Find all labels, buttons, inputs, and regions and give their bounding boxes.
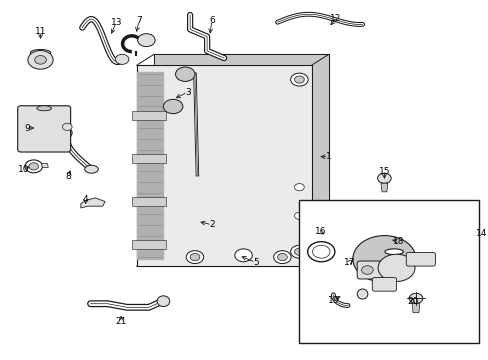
Circle shape [352, 235, 415, 282]
Polygon shape [81, 198, 105, 208]
Circle shape [186, 251, 203, 264]
Circle shape [25, 160, 42, 173]
Polygon shape [132, 197, 165, 206]
Circle shape [290, 245, 307, 258]
Text: 7: 7 [136, 16, 142, 25]
Text: 17: 17 [343, 258, 354, 267]
Circle shape [28, 50, 53, 69]
Ellipse shape [30, 49, 51, 56]
Text: 4: 4 [82, 195, 88, 204]
Bar [299, 200, 478, 343]
Text: 13: 13 [110, 18, 122, 27]
Polygon shape [380, 183, 387, 192]
Polygon shape [132, 240, 165, 249]
FancyBboxPatch shape [18, 106, 70, 152]
FancyBboxPatch shape [356, 261, 389, 279]
Text: 6: 6 [209, 16, 214, 25]
Circle shape [163, 99, 183, 114]
Polygon shape [41, 163, 48, 167]
Text: 20: 20 [406, 297, 417, 306]
Polygon shape [132, 111, 165, 120]
Text: 3: 3 [184, 87, 190, 96]
Polygon shape [137, 65, 311, 266]
Text: 5: 5 [252, 258, 258, 267]
FancyBboxPatch shape [406, 252, 434, 266]
Polygon shape [411, 303, 419, 313]
Circle shape [277, 253, 286, 261]
Circle shape [290, 73, 307, 86]
Ellipse shape [157, 296, 169, 307]
Circle shape [62, 123, 72, 130]
Text: 21: 21 [115, 317, 126, 326]
Circle shape [294, 248, 304, 255]
Text: 10: 10 [18, 165, 30, 174]
Circle shape [377, 173, 390, 183]
Circle shape [377, 254, 414, 282]
Text: 1: 1 [325, 152, 331, 161]
Circle shape [29, 163, 39, 170]
Circle shape [35, 55, 46, 64]
Text: 18: 18 [392, 237, 404, 246]
Circle shape [361, 266, 372, 274]
Text: 8: 8 [66, 172, 71, 181]
Circle shape [234, 249, 252, 262]
Circle shape [408, 293, 422, 303]
Text: 2: 2 [209, 220, 214, 229]
Polygon shape [153, 54, 328, 255]
Circle shape [294, 212, 304, 220]
Text: 12: 12 [329, 14, 341, 23]
Text: 15: 15 [378, 167, 389, 176]
Circle shape [273, 251, 290, 264]
Ellipse shape [384, 249, 403, 255]
Circle shape [138, 34, 155, 46]
FancyBboxPatch shape [371, 278, 396, 291]
Text: 9: 9 [24, 123, 30, 132]
Text: 16: 16 [314, 228, 325, 237]
Ellipse shape [84, 165, 98, 173]
Ellipse shape [356, 289, 367, 299]
Text: 14: 14 [475, 229, 486, 238]
Text: 19: 19 [327, 296, 339, 305]
Circle shape [190, 253, 200, 261]
Circle shape [294, 184, 304, 191]
Circle shape [307, 242, 334, 262]
Circle shape [294, 76, 304, 83]
Text: 11: 11 [35, 27, 46, 36]
Polygon shape [132, 154, 165, 163]
Circle shape [115, 54, 129, 64]
Circle shape [175, 67, 195, 81]
Circle shape [312, 245, 329, 258]
Polygon shape [137, 72, 163, 259]
Ellipse shape [37, 106, 51, 111]
